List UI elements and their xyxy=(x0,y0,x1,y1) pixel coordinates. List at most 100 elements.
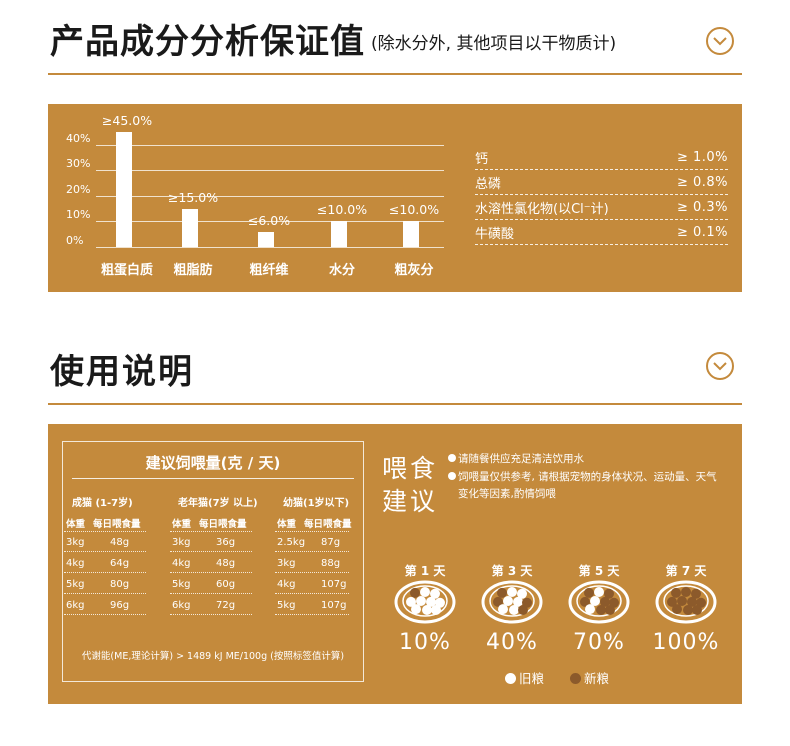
row-divider xyxy=(275,530,349,532)
bar-data-label: ≥45.0% xyxy=(101,113,153,128)
legend-new-label: 新粮 xyxy=(584,671,610,686)
y-tick-label: 0% xyxy=(66,234,84,247)
column-header-weight: 体重 xyxy=(66,519,86,530)
column-header-amount: 每日喂食量 xyxy=(199,519,247,530)
weight-cell: 6kg xyxy=(172,600,191,611)
old-food-pellet xyxy=(517,588,527,599)
analysis-panel xyxy=(48,104,742,292)
old-food-pellet xyxy=(420,587,430,597)
advice-note-2-line1: 饲喂量仅供参考, 请根据宠物的身体状况、运动量、天气 xyxy=(458,471,717,483)
feeding-table-title: 建议饲喂量(克 / 天) xyxy=(145,454,281,472)
column-header-amount: 每日喂食量 xyxy=(304,519,352,530)
weight-cell: 3kg xyxy=(172,537,191,548)
advice-heading: 喂食 建议 xyxy=(382,452,438,518)
legend-new: 新粮 xyxy=(570,668,609,687)
weight-cell: 5kg xyxy=(172,579,191,590)
feeding-group-name: 幼猫(1岁以下) xyxy=(283,498,350,509)
chevron-down-icon[interactable] xyxy=(706,27,734,55)
y-tick-label: 40% xyxy=(66,132,91,145)
grid-line xyxy=(96,221,444,222)
feeding-table-box xyxy=(62,441,364,682)
legend-old-label: 旧粮 xyxy=(519,671,545,686)
chart-bar xyxy=(403,221,419,247)
section-divider xyxy=(48,403,742,405)
new-food-pellet xyxy=(604,588,614,599)
old-food-pellet xyxy=(509,605,519,615)
y-tick-label: 30% xyxy=(66,157,91,170)
column-header-amount: 每日喂食量 xyxy=(93,519,141,530)
mineral-name: 总磷 xyxy=(475,176,502,192)
chart-bar xyxy=(331,221,347,247)
new-food-pellet xyxy=(493,596,503,607)
weight-cell: 2.5kg xyxy=(277,537,306,548)
legend-old: 旧粮 xyxy=(505,668,544,687)
weight-cell: 4kg xyxy=(277,579,296,590)
mineral-row: 总磷 ≥ 0.8% xyxy=(475,170,728,195)
amount-cell: 60g xyxy=(216,579,236,590)
new-food-pellet xyxy=(687,596,697,607)
old-food-pellet xyxy=(585,604,595,615)
row-divider xyxy=(275,613,349,615)
row-divider xyxy=(64,530,146,532)
old-food-pellet xyxy=(513,596,523,607)
food-bowl-icon xyxy=(394,580,456,624)
weight-cell: 5kg xyxy=(66,579,85,590)
amount-cell: 64g xyxy=(110,558,130,569)
day-label: 第 3 天 xyxy=(491,564,533,578)
feeding-group-name: 成猫 (1-7岁) xyxy=(72,498,133,509)
amount-cell: 80g xyxy=(110,579,130,590)
food-bowl-icon xyxy=(481,580,543,624)
mineral-name: 钙 xyxy=(475,151,489,167)
old-food-pellet xyxy=(426,596,436,607)
mineral-value: ≥ 1.0% xyxy=(676,149,728,165)
bullet-icon xyxy=(448,454,456,462)
mineral-value: ≥ 0.1% xyxy=(676,224,728,240)
new-food-dot-icon xyxy=(570,673,581,684)
weight-cell: 4kg xyxy=(172,558,191,569)
feeding-title-divider xyxy=(72,478,354,479)
bar-data-label: ≥15.0% xyxy=(167,190,219,205)
mineral-value: ≥ 0.8% xyxy=(676,174,728,190)
section-title-text: 产品成分分析保证值 xyxy=(50,22,365,62)
advice-heading-line2: 建议 xyxy=(382,487,439,516)
amount-cell: 107g xyxy=(321,600,347,611)
amount-cell: 107g xyxy=(321,579,347,590)
day-label: 第 5 天 xyxy=(578,564,620,578)
weight-cell: 6kg xyxy=(66,600,85,611)
mineral-row: 钙 ≥ 1.0% xyxy=(475,145,728,170)
old-food-pellet xyxy=(590,596,600,606)
new-food-pellet xyxy=(692,605,702,615)
grid-line xyxy=(96,196,444,197)
category-label: 粗纤维 xyxy=(249,263,289,278)
y-tick-label: 10% xyxy=(66,208,91,221)
old-food-pellet xyxy=(594,587,604,597)
weight-cell: 4kg xyxy=(66,558,85,569)
row-divider xyxy=(170,613,252,615)
row-divider xyxy=(275,550,349,552)
weight-cell: 5kg xyxy=(277,600,296,611)
new-food-percent: 70% xyxy=(573,630,625,655)
amount-cell: 88g xyxy=(321,558,341,569)
row-divider xyxy=(170,592,252,594)
old-food-pellet xyxy=(431,605,441,615)
new-food-pellet xyxy=(672,604,682,615)
bar-data-label: ≤10.0% xyxy=(388,202,440,217)
new-food-pellet xyxy=(600,596,610,607)
new-food-pellet xyxy=(497,587,507,598)
row-divider xyxy=(64,571,146,573)
amount-cell: 72g xyxy=(216,600,236,611)
mineral-row: 牛磺酸 ≥ 0.1% xyxy=(475,220,728,245)
minerals-table: 钙 ≥ 1.0% 总磷 ≥ 0.8% 水溶性氯化物(以Cl⁻计) ≥ 0.3% 牛磺酸… xyxy=(475,145,728,245)
chevron-down-icon[interactable] xyxy=(706,352,734,380)
category-label: 水分 xyxy=(328,263,356,278)
new-food-pellet xyxy=(671,587,681,598)
column-header-weight: 体重 xyxy=(172,519,192,530)
mineral-value: ≥ 0.3% xyxy=(676,199,728,215)
amount-cell: 87g xyxy=(321,537,341,548)
row-divider xyxy=(170,530,252,532)
day-label: 第 7 天 xyxy=(665,564,707,578)
old-food-pellet xyxy=(406,596,416,607)
advice-note-1-text: 请随餐供应充足清洁饮用水 xyxy=(458,453,584,465)
new-food-percent: 100% xyxy=(652,630,720,655)
chart-bar xyxy=(258,232,274,247)
